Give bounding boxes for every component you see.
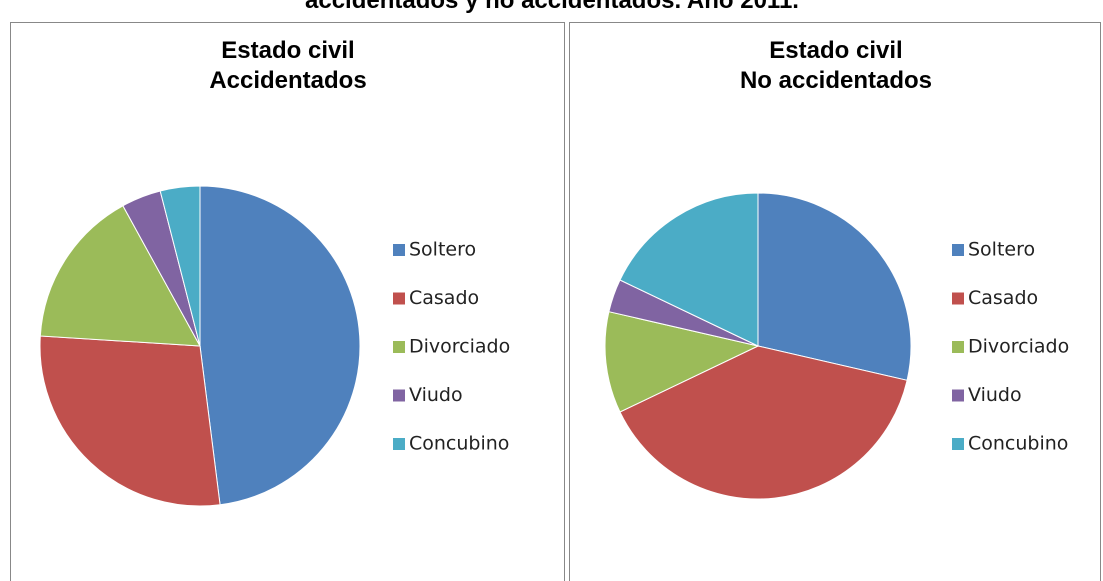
chart-title: Accidentados [209,67,366,94]
legend-swatch [952,389,964,402]
page-title: accidentados y no accidentados. Año 2011… [305,0,799,14]
pie-slice [604,311,760,413]
legend-label: Soltero [968,239,1035,261]
legend-swatch [952,292,964,305]
legend-label: Concubino [409,433,509,455]
panel [10,22,565,581]
legend-label: Divorciado [409,336,510,358]
legend-label: Viudo [968,384,1022,406]
pie-slice [39,205,201,347]
legend-swatch [952,438,964,450]
pie-slice [159,185,201,347]
legend-label: Casado [968,287,1038,309]
pie-slice [199,185,361,506]
legend-swatch [952,244,964,256]
legend-label: Divorciado [968,336,1069,358]
legend-label: Viudo [409,384,463,406]
chart-title: Estado civil [221,37,354,64]
legend-label: Concubino [968,433,1068,455]
legend-swatch [393,292,405,305]
panel [569,22,1101,581]
legend-label: Casado [409,287,479,309]
legend-label: Soltero [409,239,476,261]
legend-swatch [393,244,405,256]
legend-swatch [393,389,405,402]
pie-slice [619,345,908,500]
legend-swatch [952,341,964,353]
legend-swatch [393,341,405,353]
pie-slice [619,192,759,347]
legend-swatch [393,438,405,450]
pie-slice [39,335,221,507]
pie-slice [757,192,912,381]
chart-title: No accidentados [740,67,932,94]
chart-title: Estado civil [769,37,902,64]
